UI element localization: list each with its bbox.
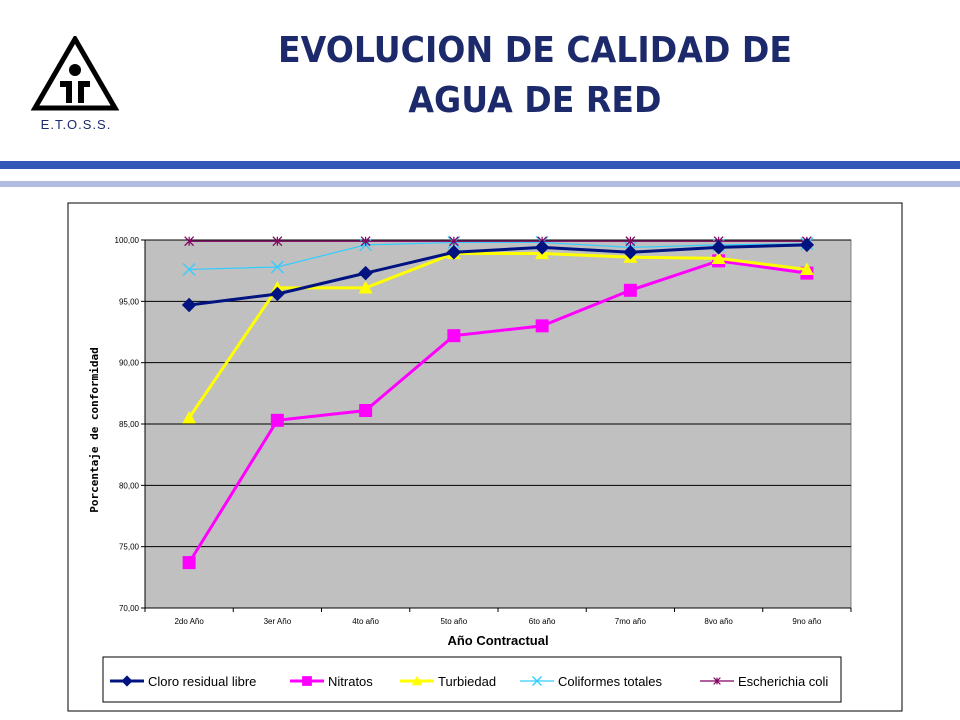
x-axis-label: Año Contractual — [447, 633, 548, 648]
y-tick-label: 90,00 — [119, 359, 140, 368]
data-point-marker — [181, 297, 197, 313]
legend: Cloro residual libre Nitratos Turbiedad Col… — [110, 674, 828, 689]
page-title: EVOLUCION DE CALIDAD DE AGUA DE RED — [208, 26, 861, 126]
data-point-marker — [359, 404, 373, 418]
x-tick-label: 9no año — [792, 617, 821, 626]
legend-item: Turbiedad — [400, 674, 496, 689]
data-point-marker — [711, 251, 726, 264]
x-tick-label: 6to año — [529, 617, 556, 626]
header-rule — [0, 161, 960, 169]
y-axis-ticks: 70,00 75,00 80,00 85,00 90,00 95,00 100,00 — [115, 236, 145, 613]
x-tick-label: 2do Año — [174, 617, 204, 626]
data-point-marker — [532, 676, 542, 686]
data-point-marker — [360, 236, 371, 247]
legend-label: Nitratos — [328, 674, 373, 689]
legend-item: Escherichia coli — [700, 674, 828, 689]
data-point-marker — [446, 245, 462, 260]
data-point-marker — [302, 676, 312, 686]
data-point-marker — [182, 410, 197, 424]
header-rule-light — [0, 181, 960, 187]
data-point-marker — [625, 236, 636, 247]
legend-item: Cloro residual libre — [110, 674, 256, 689]
data-point-marker — [535, 319, 549, 333]
x-tick-label: 5to año — [441, 617, 468, 626]
series-line — [189, 241, 807, 271]
y-tick-label: 75,00 — [119, 543, 140, 552]
data-point-marker — [358, 280, 373, 294]
data-point-marker — [534, 240, 550, 255]
series-line — [188, 243, 807, 307]
data-point-marker — [182, 556, 196, 570]
data-point-marker — [623, 245, 638, 260]
series-cloro-residual-libre — [181, 237, 815, 313]
data-point-marker — [448, 236, 459, 247]
y-axis-label: Porcentaje de conformidad — [88, 347, 101, 513]
y-tick-label: 100,00 — [115, 236, 140, 245]
x-tick-label: 7mo año — [615, 617, 647, 626]
data-point-marker — [799, 237, 815, 253]
data-point-marker — [799, 262, 814, 276]
data-point-marker — [272, 236, 283, 247]
data-point-marker — [270, 413, 284, 427]
data-point-marker — [270, 286, 285, 302]
series-layer — [181, 235, 815, 570]
y-tick-label: 80,00 — [119, 481, 140, 490]
data-point-marker — [270, 260, 284, 274]
data-point-marker — [711, 240, 726, 255]
data-point-marker — [358, 265, 373, 281]
data-point-marker — [121, 675, 133, 687]
x-tick-label: 8vo año — [704, 617, 733, 626]
legend-label: Cloro residual libre — [148, 674, 256, 689]
series-line — [187, 259, 808, 564]
title-line-2: AGUA DE RED — [408, 80, 662, 121]
legend-label: Escherichia coli — [738, 674, 828, 689]
data-point-marker — [623, 283, 637, 297]
y-tick-label: 95,00 — [119, 297, 140, 306]
x-tick-label: 4to año — [352, 617, 379, 626]
data-point-marker — [411, 675, 423, 686]
data-point-marker — [182, 262, 196, 276]
data-point-marker — [184, 236, 195, 247]
x-tick-label: 3er Año — [264, 617, 292, 626]
legend-item: Coliformes totales — [520, 674, 663, 689]
data-point-marker — [713, 677, 721, 685]
etoss-logo — [30, 36, 120, 111]
logo-text: E.T.O.S.S. — [40, 117, 112, 132]
legend-item: Nitratos — [290, 674, 373, 689]
series-line — [187, 251, 808, 419]
title-line-1: EVOLUCION DE CALIDAD DE — [278, 30, 792, 71]
y-tick-label: 85,00 — [119, 420, 140, 429]
legend-label: Turbiedad — [438, 674, 496, 689]
legend-box — [102, 656, 842, 703]
x-axis-ticks: 2do Año 3er Año 4to año 5to año 6to año 7mo a… — [144, 608, 852, 626]
data-point-marker — [447, 329, 461, 343]
gridlines — [145, 239, 851, 548]
legend-label: Coliformes totales — [558, 674, 663, 689]
y-tick-label: 70,00 — [119, 604, 140, 613]
